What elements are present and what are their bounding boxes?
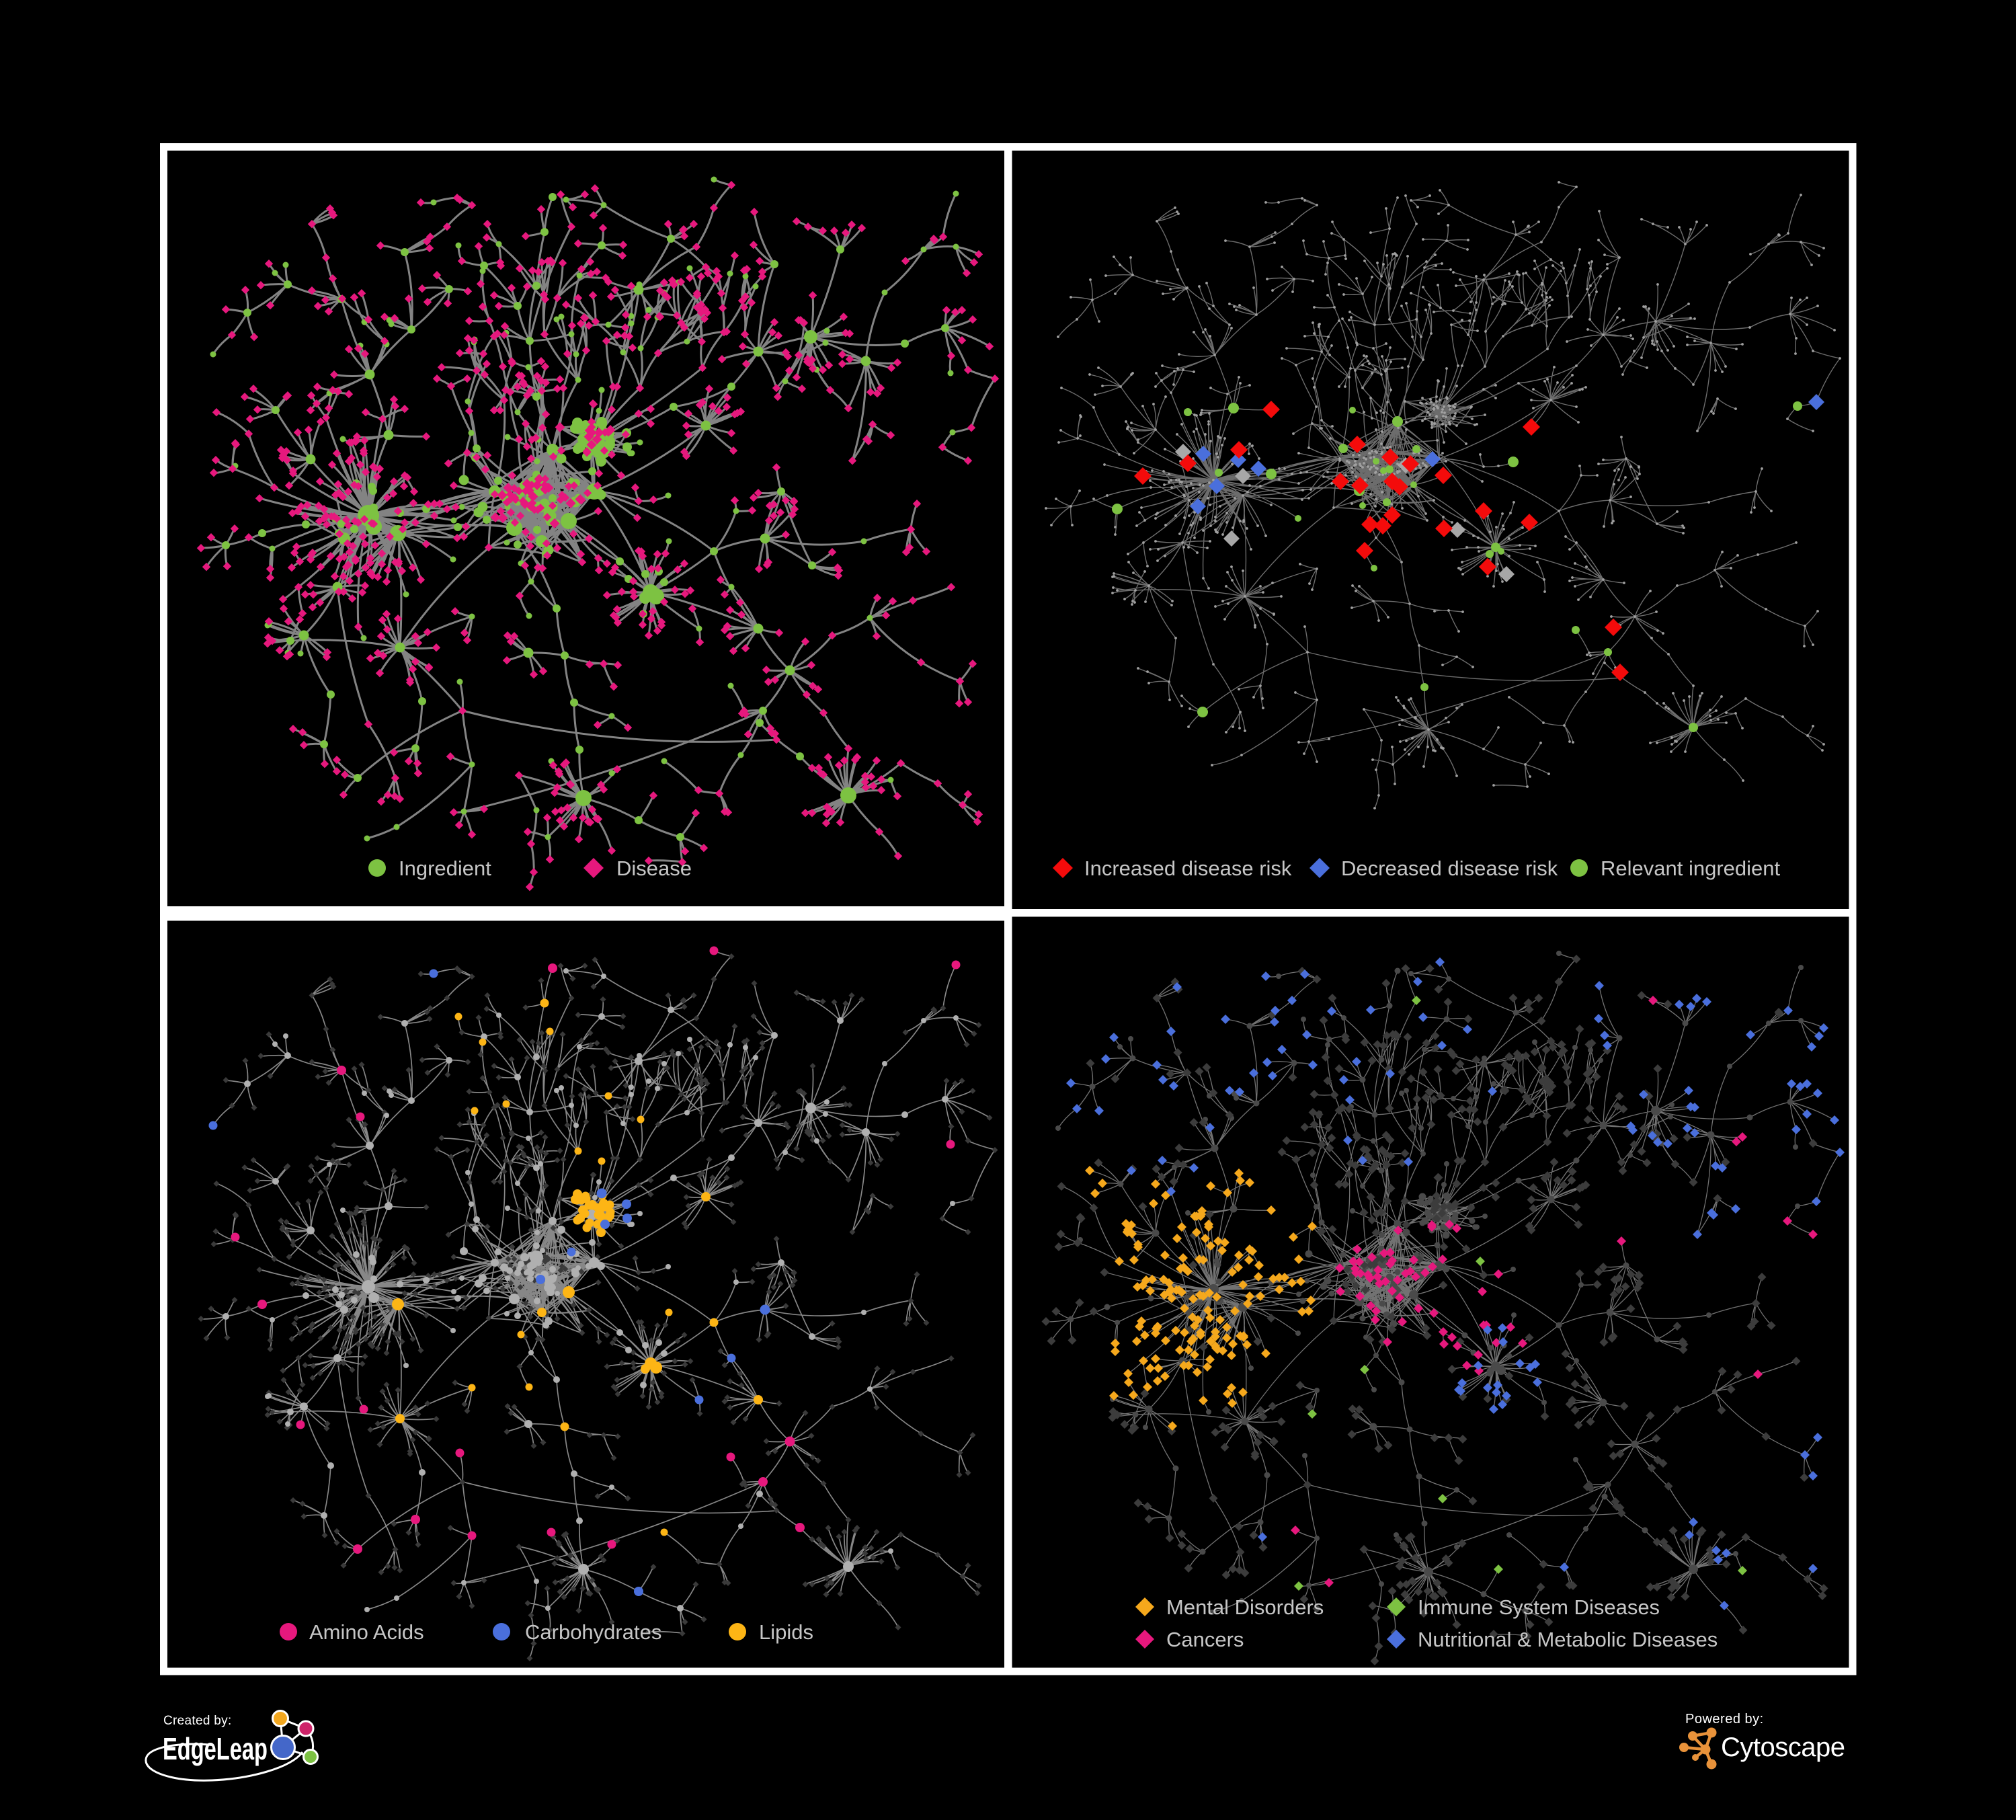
svg-text:Mental Disorders: Mental Disorders	[1166, 1595, 1324, 1619]
svg-text:Powered by:: Powered by:	[1685, 1712, 1764, 1727]
svg-text:Cancers: Cancers	[1166, 1628, 1244, 1651]
svg-text:Lipids: Lipids	[759, 1620, 813, 1644]
svg-text:Carbohydrates: Carbohydrates	[525, 1620, 661, 1644]
svg-text:Disease: Disease	[616, 857, 692, 880]
svg-text:EdgeLeap: EdgeLeap	[163, 1731, 268, 1766]
svg-text:Increased disease risk: Increased disease risk	[1084, 857, 1292, 880]
svg-text:Ingredient: Ingredient	[399, 857, 491, 880]
svg-text:Amino Acids: Amino Acids	[309, 1620, 424, 1644]
svg-text:Created by:: Created by:	[163, 1714, 232, 1728]
svg-text:Cytoscape: Cytoscape	[1721, 1733, 1845, 1762]
svg-text:Relevant ingredient: Relevant ingredient	[1601, 857, 1781, 880]
svg-text:Immune System Diseases: Immune System Diseases	[1418, 1595, 1660, 1619]
svg-text:Nutritional & Metabolic Diseas: Nutritional & Metabolic Diseases	[1418, 1628, 1718, 1651]
svg-text:Decreased disease risk: Decreased disease risk	[1341, 857, 1558, 880]
